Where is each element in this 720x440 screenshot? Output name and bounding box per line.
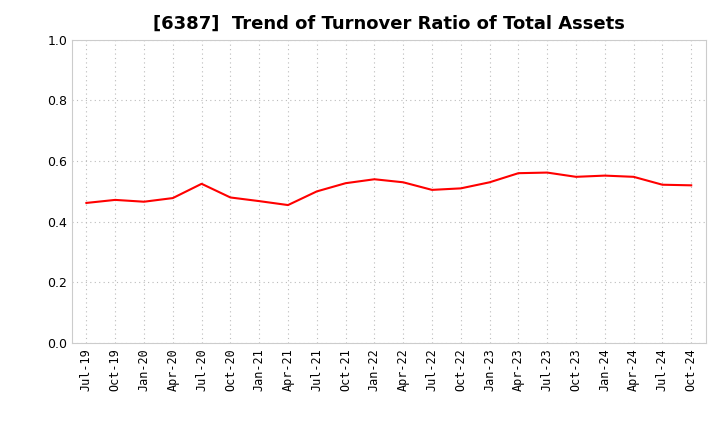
Title: [6387]  Trend of Turnover Ratio of Total Assets: [6387] Trend of Turnover Ratio of Total … <box>153 15 625 33</box>
